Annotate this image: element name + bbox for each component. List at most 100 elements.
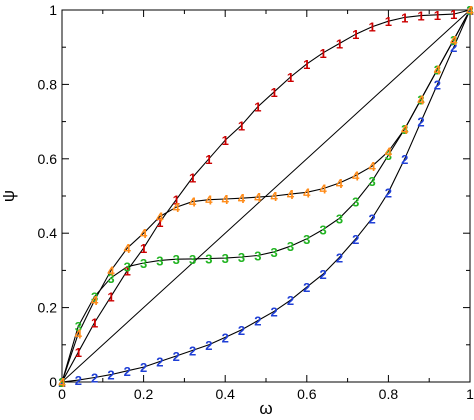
- x-tick-label: 1: [466, 386, 474, 402]
- y-axis-label: ψ: [0, 190, 18, 202]
- series-3-point: 3: [417, 92, 424, 107]
- series-3-point: 3: [450, 33, 457, 48]
- series-1-point: 1: [58, 375, 65, 390]
- series-3-point: 3: [303, 232, 310, 247]
- series-2-point: 2: [58, 375, 65, 390]
- series-3-point: 3: [401, 122, 408, 137]
- series-2-point: 2: [205, 338, 212, 353]
- y-tick-label: 0: [49, 374, 57, 390]
- series-1-point: 1: [450, 7, 457, 22]
- series-4-point: 4: [189, 195, 197, 210]
- series-1-point: 1: [434, 8, 441, 23]
- x-tick-label: 0: [58, 386, 66, 402]
- series-4-point: 4: [58, 375, 66, 390]
- series-1-point: 1: [368, 20, 375, 35]
- series-2-point: 2: [352, 232, 359, 247]
- series-2-point: 2: [368, 211, 375, 226]
- series-4-point: 4: [140, 226, 148, 241]
- plot-area: 0 0.2 0.4 0.6 0.8 100.20.40.60.81111111111111…: [38, 2, 474, 402]
- series-3-point: 3: [124, 260, 131, 275]
- series-1-point: 1: [140, 241, 147, 256]
- series-2-point: 2: [173, 349, 180, 364]
- series-3-point: 3: [107, 271, 114, 286]
- series-2-point: 2: [450, 40, 457, 55]
- x-tick-label: 0.4: [215, 386, 235, 402]
- series-4-point: 4: [287, 187, 295, 202]
- series-2-point: 2: [417, 115, 424, 130]
- series-1-point: 1: [189, 170, 196, 185]
- series-2-point: 2: [336, 250, 343, 265]
- series-2-point: 2: [75, 373, 82, 388]
- series-4-point: 4: [254, 190, 262, 205]
- series-4-point: 4: [450, 33, 458, 48]
- y-tick-label: 0.2: [38, 300, 58, 316]
- series-3-point: 3: [320, 222, 327, 237]
- series-2-point: 2: [222, 330, 229, 345]
- series-2-point: 2: [287, 293, 294, 308]
- x-tick-label: 0.6: [297, 386, 317, 402]
- y-tick-label: 1: [49, 2, 57, 18]
- series-1-point: 1: [336, 36, 343, 51]
- series-4-point: 4: [205, 193, 213, 208]
- series-4-point: 4: [124, 241, 132, 256]
- series-4-point: 4: [238, 191, 246, 206]
- series-1-point: 1: [238, 118, 245, 133]
- series-3-point: 3: [254, 249, 261, 264]
- series-1-point: 1: [124, 263, 131, 278]
- series-2-point: 2: [189, 343, 196, 358]
- series-3-point: 3: [287, 239, 294, 254]
- series-2-point: 2: [238, 323, 245, 338]
- series-1-point: 1: [75, 345, 82, 360]
- series-2-point: 2: [401, 152, 408, 167]
- series-3-point: 3: [222, 251, 229, 266]
- series-3-point: 3: [434, 63, 441, 78]
- series-4-point: 4: [91, 293, 99, 308]
- series-4-point: 4: [336, 176, 344, 191]
- series-2-point: 2: [254, 314, 261, 329]
- series-2-point: 2: [303, 280, 310, 295]
- series-1-point: 1: [91, 315, 98, 330]
- series-1-point: 1: [287, 70, 294, 85]
- series-1-point: 1: [222, 133, 229, 148]
- series-2-point: 2: [434, 77, 441, 92]
- series-1-point: 1: [205, 152, 212, 167]
- series-4-point: 4: [368, 159, 376, 174]
- series-2-point: 2: [271, 304, 278, 319]
- series-4-point: 4: [434, 63, 442, 78]
- series-1-point: 1: [254, 100, 261, 115]
- series-2-point: 2: [107, 368, 114, 383]
- series-3-point: 3: [336, 211, 343, 226]
- series-4-point: 4: [173, 200, 181, 215]
- series-2-point: 2: [466, 3, 473, 18]
- series-1-point: 1: [303, 57, 310, 72]
- series-1-point: 1: [320, 46, 327, 61]
- series-line-4: [61, 9, 471, 383]
- y-tick-label: 0.6: [38, 151, 58, 167]
- series-3-point: 3: [58, 375, 65, 390]
- series-4-point: 4: [401, 122, 409, 137]
- series-1-point: 1: [107, 289, 114, 304]
- series-4-point: 4: [303, 185, 311, 200]
- series-4-point: 4: [156, 209, 164, 224]
- series-3-point: 3: [173, 252, 180, 267]
- series-line-1: [61, 9, 471, 383]
- series-1-point: 1: [271, 85, 278, 100]
- series-line-2: [61, 9, 471, 383]
- series-3-point: 3: [271, 245, 278, 260]
- series-3-point: 3: [385, 148, 392, 163]
- series-2-point: 2: [124, 364, 131, 379]
- series-3-point: 3: [238, 250, 245, 265]
- series-4-point: 4: [352, 169, 360, 184]
- series-2-point: 2: [140, 360, 147, 375]
- series-4-point: 4: [466, 3, 474, 18]
- series-2-point: 2: [156, 355, 163, 370]
- series-1-point: 1: [385, 14, 392, 29]
- x-axis-label: ω: [259, 399, 272, 418]
- series-3-point: 3: [75, 319, 82, 334]
- y-tick-label: 0.4: [38, 225, 58, 241]
- series-3-point: 3: [368, 174, 375, 189]
- series-4-point: 4: [75, 327, 83, 342]
- x-tick-label: 0.8: [379, 386, 399, 402]
- series-3-point: 3: [352, 195, 359, 210]
